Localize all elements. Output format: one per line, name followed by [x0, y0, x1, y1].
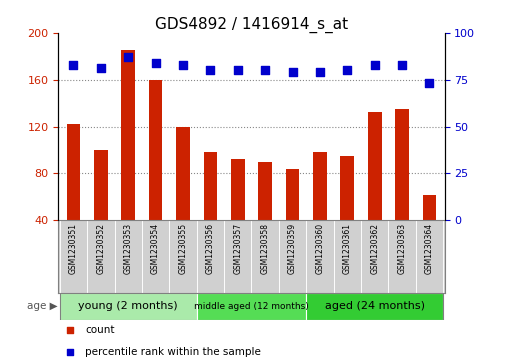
Bar [149, 79, 163, 267]
Bar [142, 220, 169, 293]
Text: percentile rank within the sample: percentile rank within the sample [85, 347, 261, 357]
Bar [334, 220, 361, 293]
Bar [197, 220, 224, 293]
Bar [251, 220, 279, 293]
Point [353, 66, 361, 72]
Text: GSM1230362: GSM1230362 [370, 223, 379, 274]
Text: age ▶: age ▶ [27, 301, 57, 311]
Point [70, 62, 78, 68]
Text: GSM1230360: GSM1230360 [315, 223, 325, 274]
Bar [67, 124, 80, 267]
Bar [169, 220, 197, 293]
Bar [368, 113, 382, 267]
Bar [197, 293, 306, 320]
Bar [340, 156, 354, 267]
Point [124, 54, 132, 60]
Bar [231, 159, 245, 267]
Point [97, 65, 105, 71]
Text: GSM1230351: GSM1230351 [69, 223, 78, 274]
Text: count: count [85, 325, 115, 335]
Bar [60, 293, 197, 320]
Bar [121, 50, 135, 267]
Bar [258, 162, 272, 267]
Text: middle aged (12 months): middle aged (12 months) [194, 302, 309, 311]
Text: GSM1230355: GSM1230355 [178, 223, 187, 274]
Bar [306, 220, 334, 293]
Bar [60, 220, 87, 293]
Point [234, 67, 242, 73]
Bar [306, 293, 443, 320]
Bar [279, 220, 306, 293]
Bar [176, 127, 190, 267]
Bar [204, 152, 217, 267]
Point [151, 60, 160, 66]
Bar [285, 169, 299, 267]
Text: GSM1230356: GSM1230356 [206, 223, 215, 274]
Bar [94, 150, 108, 267]
Point [343, 67, 352, 73]
Point [179, 62, 187, 68]
Text: GSM1230353: GSM1230353 [124, 223, 133, 274]
Text: GSM1230358: GSM1230358 [261, 223, 270, 274]
Text: GSM1230352: GSM1230352 [97, 223, 105, 274]
Bar [423, 195, 436, 267]
Text: young (2 months): young (2 months) [78, 301, 178, 311]
Text: GSM1230364: GSM1230364 [425, 223, 434, 274]
Text: GSM1230357: GSM1230357 [233, 223, 242, 274]
Text: GSM1230354: GSM1230354 [151, 223, 160, 274]
Bar [361, 220, 389, 293]
Text: GSM1230361: GSM1230361 [343, 223, 352, 274]
Point [398, 62, 406, 68]
Bar [416, 220, 443, 293]
Bar [389, 220, 416, 293]
Bar [224, 220, 251, 293]
Point [353, 272, 361, 277]
Bar [114, 220, 142, 293]
Text: GSM1230359: GSM1230359 [288, 223, 297, 274]
Bar [313, 152, 327, 267]
Bar [87, 220, 114, 293]
Point [206, 67, 214, 73]
Title: GDS4892 / 1416914_s_at: GDS4892 / 1416914_s_at [155, 16, 348, 33]
Point [425, 81, 433, 86]
Point [371, 62, 379, 68]
Text: aged (24 months): aged (24 months) [325, 301, 425, 311]
Point [316, 69, 324, 75]
Bar [395, 109, 409, 267]
Point [289, 69, 297, 75]
Point [261, 67, 269, 73]
Text: GSM1230363: GSM1230363 [398, 223, 406, 274]
